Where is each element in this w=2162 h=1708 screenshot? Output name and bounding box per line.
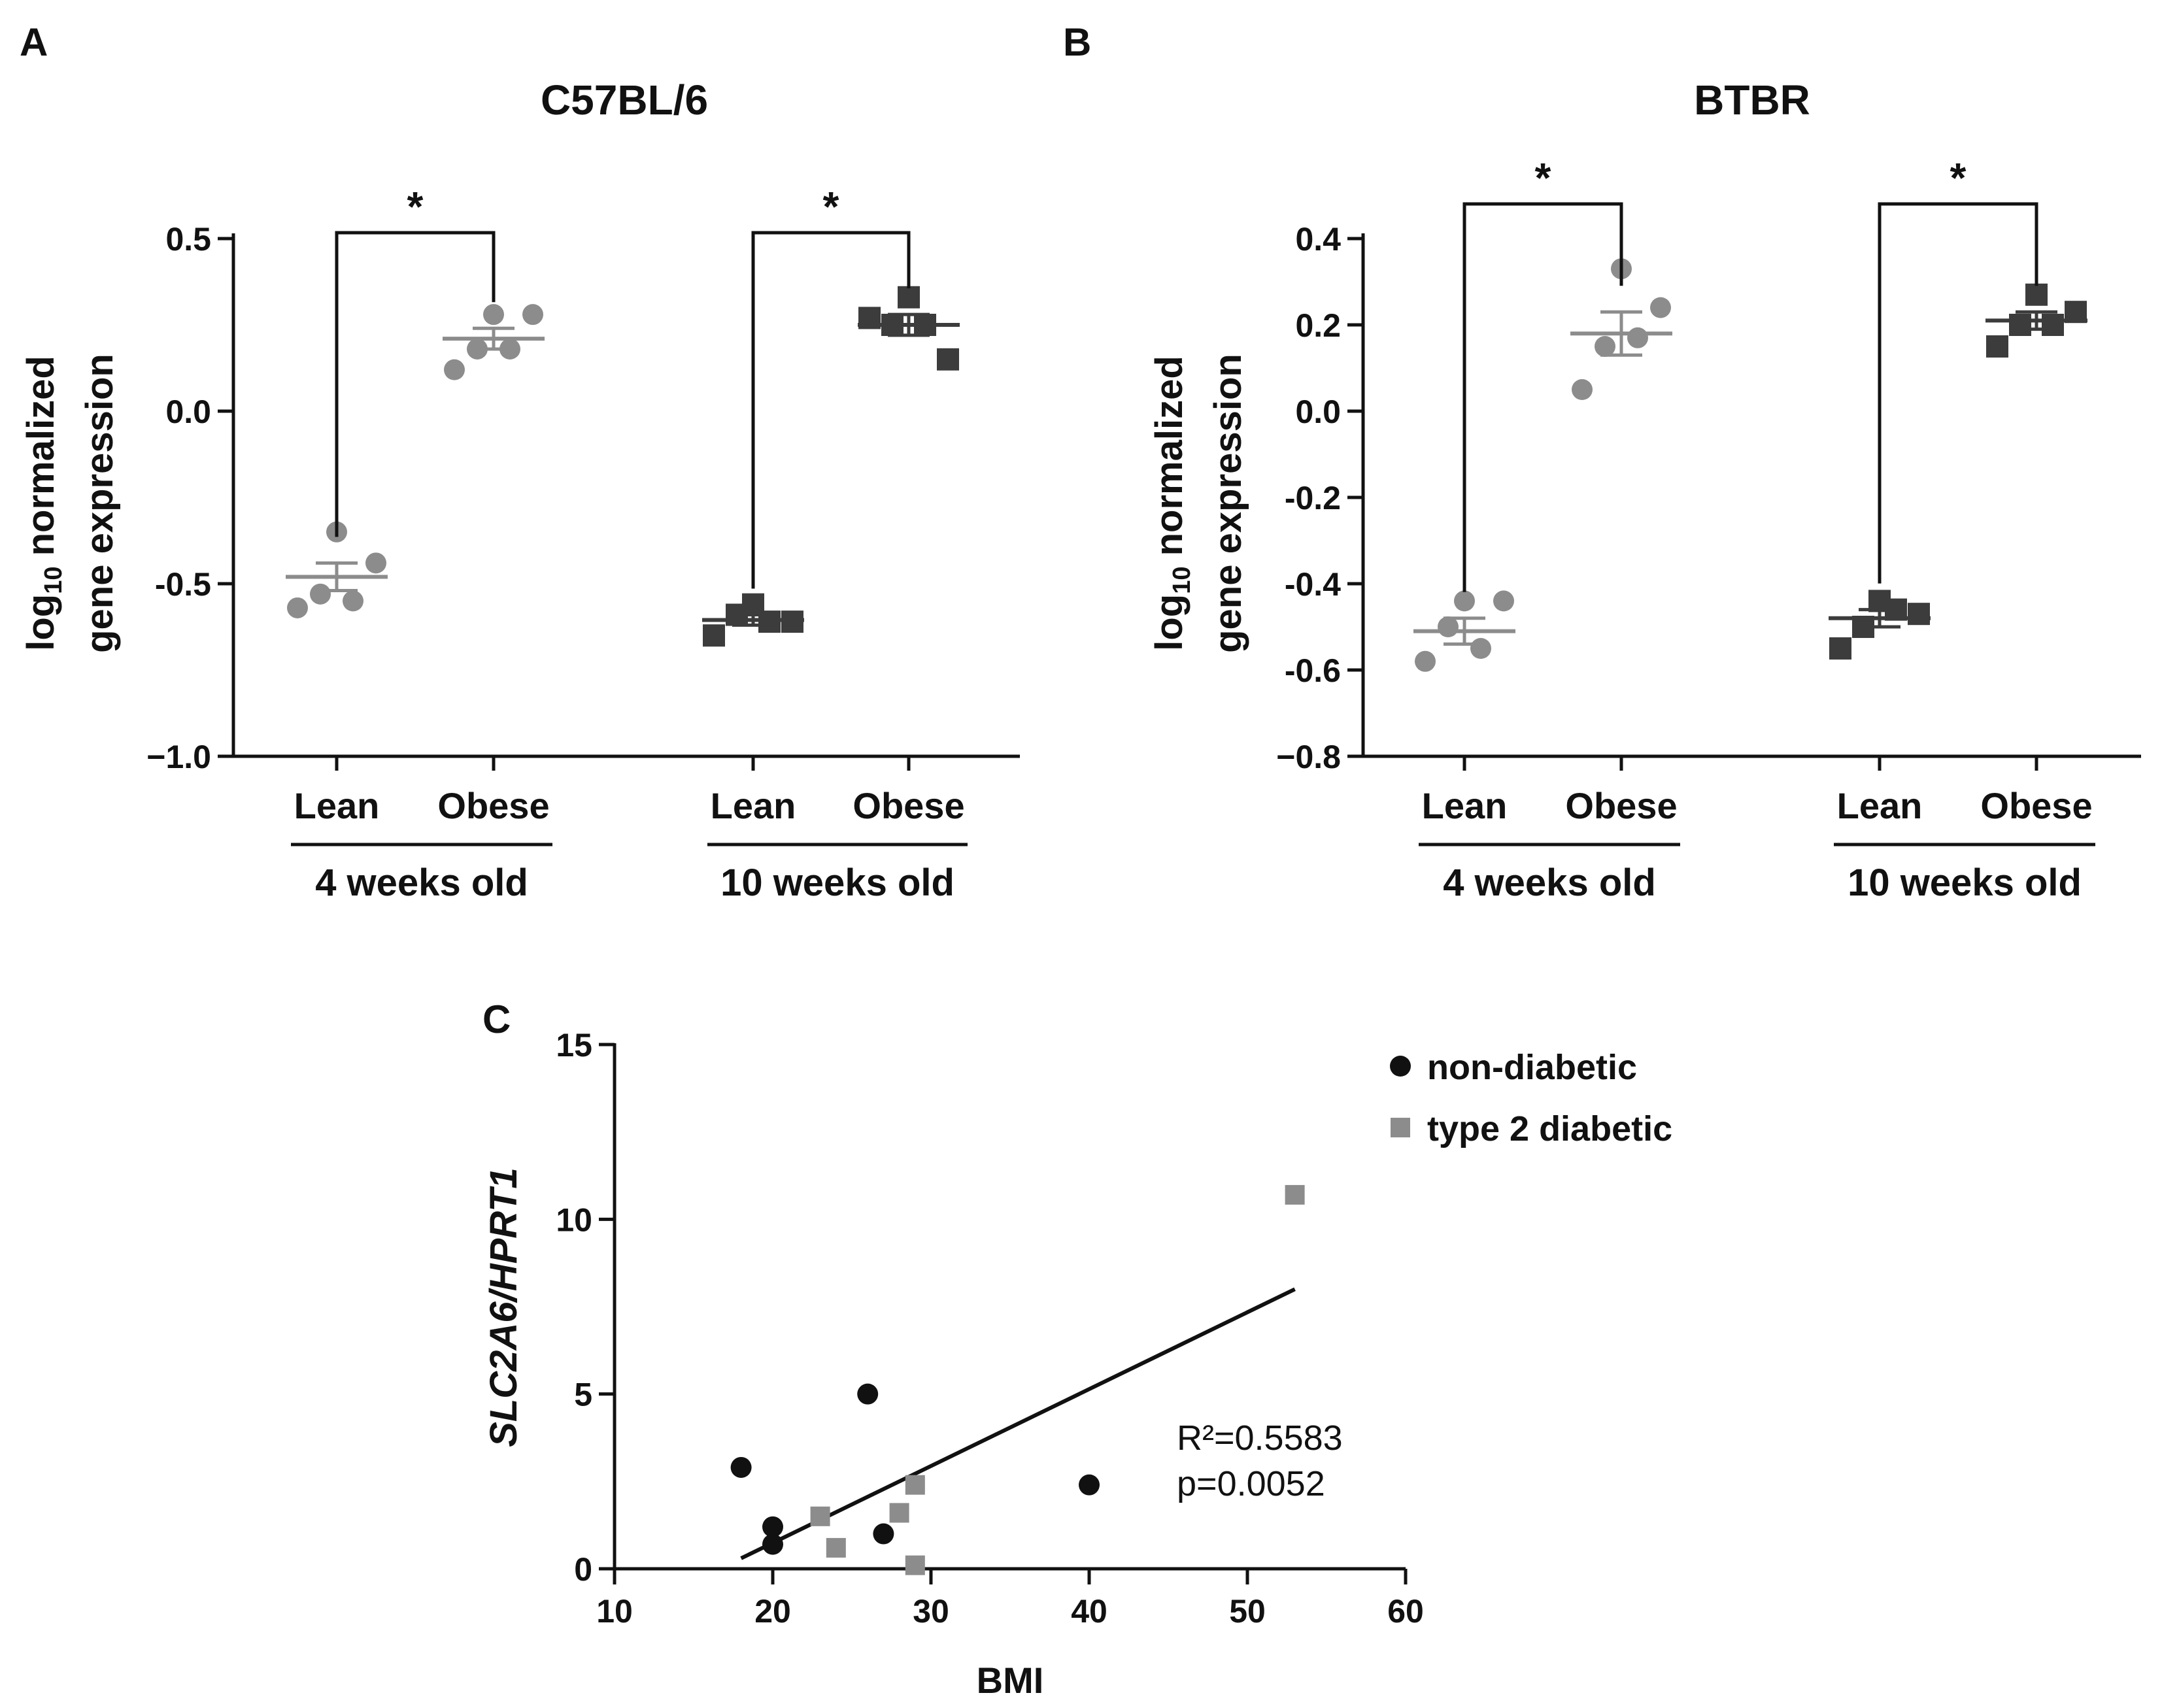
x-tick-label: 30: [913, 1593, 949, 1630]
x-tick-label: 50: [1229, 1593, 1266, 1630]
data-point: [1493, 590, 1514, 612]
significance-bracket: [1462, 202, 1623, 592]
age-group-label: 4 weeks old: [1443, 862, 1656, 904]
y-axis-label: log10 normalized: [20, 356, 67, 651]
data-point: [937, 348, 959, 371]
data-point: [905, 1555, 925, 1575]
data-point: [730, 1456, 752, 1478]
y-axis-label: gene expression: [1207, 354, 1249, 653]
significance-bracket: [335, 231, 496, 537]
legend-marker: [1391, 1118, 1410, 1137]
data-point: [1572, 379, 1593, 400]
group-label: Obese: [1980, 785, 2092, 826]
data-point: [1627, 327, 1648, 348]
y-tick-label: -0.5: [155, 566, 211, 603]
y-tick-label: 10: [556, 1201, 592, 1238]
data-point: [310, 583, 331, 605]
panel-letter: A: [20, 20, 48, 64]
data-point: [905, 1475, 925, 1495]
significance-bracket: [751, 231, 911, 589]
data-point: [1829, 637, 1851, 660]
legend-label: type 2 diabetic: [1427, 1109, 1672, 1148]
fit-annotation: p=0.0052: [1177, 1464, 1325, 1503]
y-tick-label: 15: [556, 1027, 592, 1063]
data-point: [1470, 638, 1491, 659]
data-point: [365, 552, 386, 574]
data-point: [703, 624, 725, 647]
data-point: [343, 590, 363, 612]
significance-star: *: [1950, 154, 1967, 201]
significance-star: *: [1535, 154, 1551, 201]
data-point: [898, 286, 920, 309]
group-label: Lean: [294, 785, 380, 826]
data-point: [810, 1506, 830, 1526]
data-point: [762, 1516, 783, 1537]
y-tick-label: −1.0: [146, 739, 211, 775]
panel-letter: C: [482, 997, 511, 1041]
y-tick-label: 0.0: [1295, 394, 1341, 430]
chart-title: C57BL/6: [541, 76, 708, 124]
panel-letter: B: [1063, 20, 1091, 64]
data-point: [2009, 314, 2031, 336]
y-tick-label: 0.0: [165, 394, 211, 430]
legend-label: non-diabetic: [1427, 1048, 1637, 1087]
y-axis-label: gene expression: [78, 354, 121, 653]
data-point: [483, 304, 504, 326]
chart-title: BTBR: [1694, 76, 1810, 124]
group-label: Obese: [1565, 785, 1677, 826]
data-point: [857, 1383, 879, 1405]
group-label: Obese: [853, 785, 964, 826]
data-point: [1415, 650, 1436, 672]
x-tick-label: 20: [754, 1593, 791, 1630]
age-group-label: 4 weeks old: [315, 862, 528, 904]
age-group-label: 10 weeks old: [1848, 862, 2082, 904]
y-tick-label: 5: [574, 1377, 592, 1413]
group-label: Lean: [1837, 785, 1923, 826]
data-point: [762, 1533, 783, 1555]
data-point: [1454, 590, 1475, 612]
data-point: [2025, 283, 2048, 306]
group-label: Lean: [1422, 785, 1508, 826]
data-point: [444, 359, 465, 380]
x-axis-label: BMI: [977, 1660, 1044, 1701]
data-point: [1986, 335, 2008, 358]
y-tick-label: -0.2: [1285, 480, 1341, 516]
x-tick-label: 40: [1071, 1593, 1107, 1630]
data-point: [826, 1537, 846, 1558]
group-label: Lean: [711, 785, 796, 826]
significance-star: *: [823, 183, 839, 230]
data-point: [1908, 603, 1930, 626]
y-tick-label: −0.8: [1276, 739, 1341, 775]
data-point: [1650, 297, 1671, 318]
y-tick-label: -0.4: [1285, 566, 1341, 603]
data-point: [522, 304, 543, 326]
y-tick-label: 0: [574, 1551, 592, 1588]
legend-marker: [1390, 1056, 1411, 1077]
x-tick-label: 60: [1387, 1593, 1424, 1630]
age-group-label: 10 weeks old: [720, 862, 954, 904]
y-tick-label: -0.6: [1285, 652, 1341, 689]
data-point: [1595, 336, 1615, 357]
y-tick-label: 0.5: [165, 221, 211, 258]
x-tick-label: 10: [596, 1593, 633, 1630]
data-point: [873, 1523, 894, 1545]
data-point: [287, 597, 308, 618]
significance-bracket: [1878, 202, 2038, 584]
regression-line: [740, 1287, 1296, 1560]
y-tick-label: 0.2: [1295, 307, 1341, 344]
data-point: [1285, 1184, 1305, 1205]
group-label: Obese: [437, 785, 549, 826]
y-tick-label: 0.4: [1295, 221, 1341, 258]
y-axis-label: log10 normalized: [1148, 356, 1196, 651]
fit-annotation: R²=0.5583: [1177, 1418, 1343, 1458]
data-point: [2042, 314, 2064, 336]
data-point: [1079, 1474, 1100, 1496]
data-point: [889, 1503, 909, 1523]
significance-star: *: [407, 183, 424, 230]
y-axis-label: SLC2A6/HPRT1: [482, 1167, 525, 1447]
